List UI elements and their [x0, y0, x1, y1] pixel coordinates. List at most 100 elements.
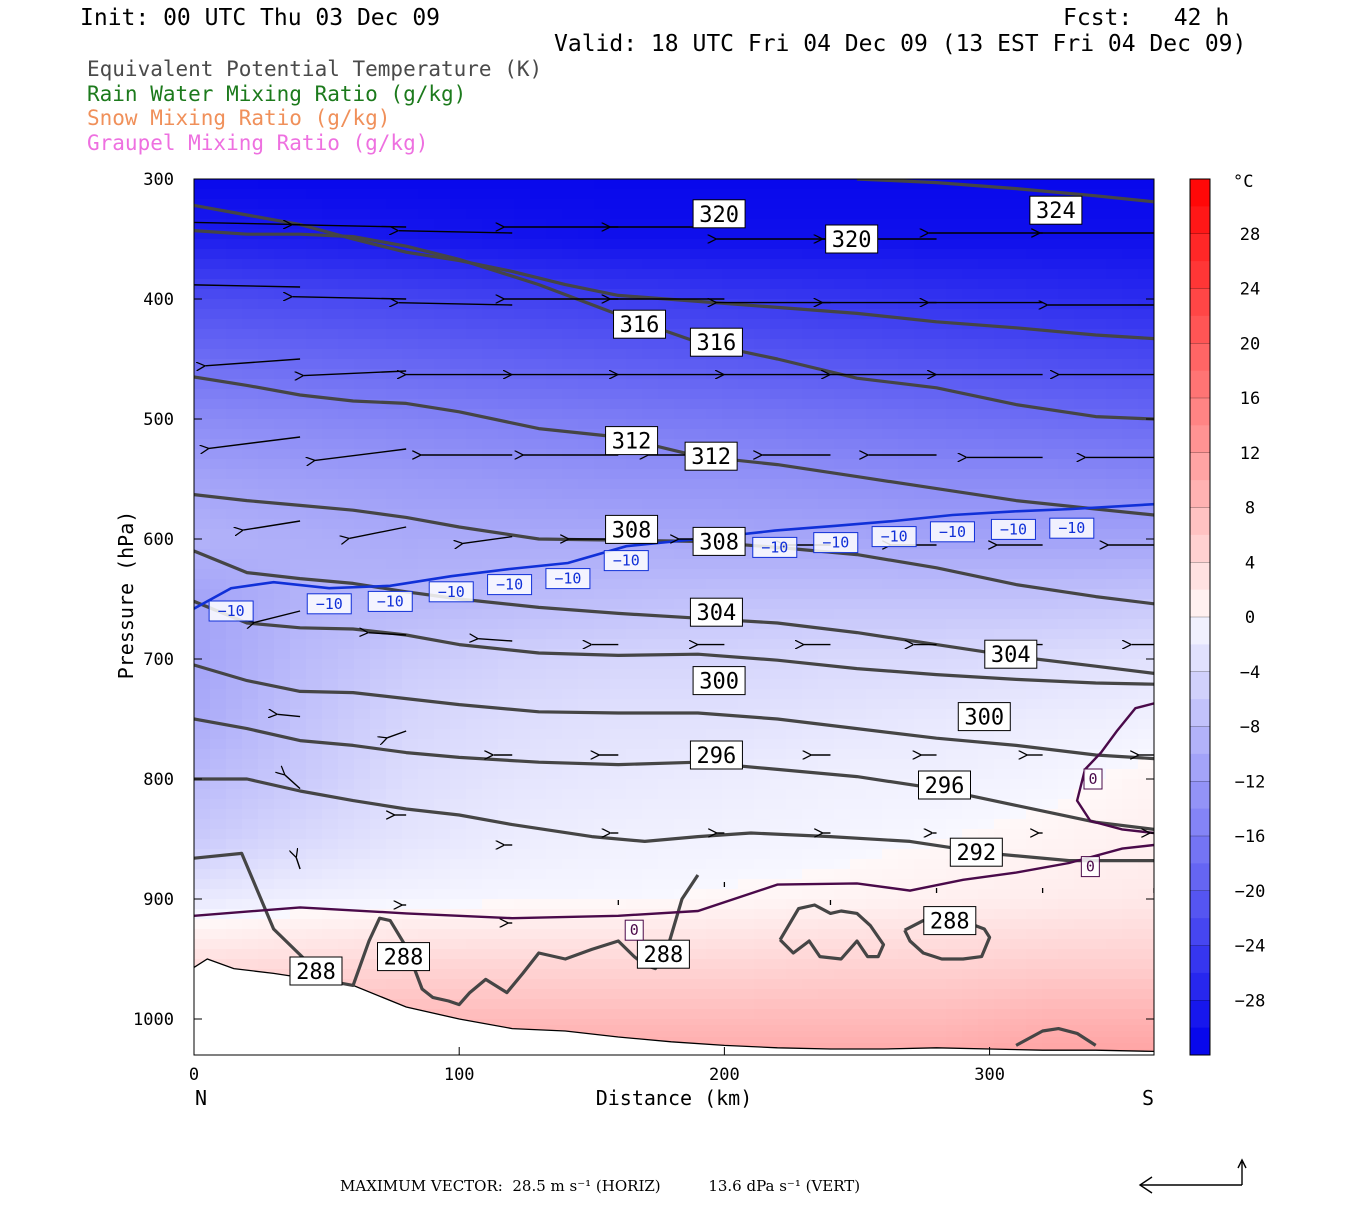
temperature-shade-cell [338, 509, 355, 520]
temperature-shade-cell [322, 529, 339, 540]
temperature-shade-cell [1138, 709, 1154, 720]
temperature-shade-cell [594, 979, 611, 990]
temperature-shade-cell [530, 749, 547, 760]
temperature-shade-cell [610, 349, 627, 360]
temperature-shade-cell [482, 249, 499, 260]
temperature-shade-cell [610, 539, 627, 550]
temperature-shade-cell [418, 469, 435, 480]
temperature-shade-cell [562, 879, 579, 890]
temperature-shade-cell [594, 179, 611, 190]
temperature-shade-cell [1106, 219, 1123, 230]
temperature-shade-cell [1090, 309, 1107, 320]
temperature-shade-cell [1026, 499, 1043, 510]
temperature-shade-cell [1106, 849, 1123, 860]
temperature-shade-cell [786, 969, 803, 980]
temperature-shade-cell [226, 409, 243, 420]
temperature-shade-cell [866, 259, 883, 270]
temperature-shade-cell [1106, 409, 1123, 420]
temperature-shade-cell [274, 799, 291, 810]
temperature-shade-cell [434, 919, 451, 930]
temperature-shade-cell [706, 849, 723, 860]
temperature-shade-cell [642, 299, 659, 310]
temperature-shade-cell [370, 549, 387, 560]
temperature-shade-cell [978, 989, 995, 1000]
temperature-shade-cell [1010, 829, 1027, 840]
temperature-shade-cell [818, 289, 835, 300]
temperature-shade-cell [818, 999, 835, 1010]
temperature-shade-cell [562, 799, 579, 810]
temperature-shade-cell [658, 609, 675, 620]
temperature-shade-cell [594, 329, 611, 340]
temperature-shade-cell [946, 759, 963, 770]
temperature-shade-cell [258, 359, 275, 370]
temperature-shade-cell [306, 739, 323, 750]
temperature-shade-cell [594, 999, 611, 1010]
temperature-shade-cell [418, 979, 435, 990]
temperature-shade-cell [498, 409, 515, 420]
temperature-shade-cell [1042, 859, 1059, 870]
temperature-shade-cell [226, 399, 243, 410]
temperature-shade-cell [402, 779, 419, 790]
temperature-shade-cell [1090, 739, 1107, 750]
temperature-shade-cell [290, 419, 307, 430]
temperature-shade-cell [818, 859, 835, 870]
temperature-shade-cell [290, 179, 307, 190]
temperature-shade-cell [674, 599, 691, 610]
temperature-shade-cell [690, 729, 707, 740]
temperature-shade-cell [594, 789, 611, 800]
temperature-shade-cell [1090, 429, 1107, 440]
temperature-shade-cell [1010, 239, 1027, 250]
temperature-shade-cell [626, 999, 643, 1010]
temperature-shade-cell [1090, 829, 1107, 840]
temperature-shade-cell [1042, 309, 1059, 320]
temperature-shade-cell [290, 209, 307, 220]
temperature-shade-cell [194, 749, 211, 760]
temperature-shade-cell [1058, 549, 1075, 560]
temperature-shade-cell [994, 359, 1011, 370]
temperature-shade-cell [1138, 179, 1154, 190]
temperature-shade-cell [690, 569, 707, 580]
temperature-shade-cell [1138, 229, 1154, 240]
temperature-shade-cell [946, 449, 963, 460]
temperature-shade-cell [194, 399, 211, 410]
temperature-shade-cell [898, 659, 915, 670]
temperature-shade-cell [642, 929, 659, 940]
temperature-shade-cell [562, 189, 579, 200]
temperature-shade-cell [706, 359, 723, 370]
temperature-shade-cell [978, 869, 995, 880]
temperature-shade-cell [882, 429, 899, 440]
temperature-shade-cell [290, 549, 307, 560]
temperature-shade-cell [610, 299, 627, 310]
temperature-shade-cell [1106, 179, 1123, 190]
temperature-shade-cell [1042, 399, 1059, 410]
temperature-shade-cell [1106, 479, 1123, 490]
temperature-shade-cell [466, 859, 483, 870]
temperature-shade-cell [658, 279, 675, 290]
temperature-shade-cell [978, 389, 995, 400]
temperature-shade-cell [802, 299, 819, 310]
temperature-shade-cell [290, 829, 307, 840]
temperature-shade-cell [546, 239, 563, 250]
temperature-shade-cell [306, 749, 323, 760]
temperature-shade-cell [1090, 689, 1107, 700]
temperature-shade-cell [850, 529, 867, 540]
temperature-shade-cell [242, 269, 259, 280]
temperature-shade-cell [866, 399, 883, 410]
temperature-shade-cell [674, 619, 691, 630]
temperature-shade-cell [1010, 779, 1027, 790]
temperature-shade-cell [482, 539, 499, 550]
temperature-shade-cell [770, 409, 787, 420]
temperature-shade-cell [754, 989, 771, 1000]
temperature-shade-cell [930, 269, 947, 280]
temperature-shade-cell [626, 359, 643, 370]
temperature-shade-cell [434, 429, 451, 440]
temperature-shade-cell [866, 469, 883, 480]
temperature-shade-cell [322, 569, 339, 580]
temperature-shade-cell [818, 339, 835, 350]
temperature-shade-cell [1026, 239, 1043, 250]
temperature-shade-cell [338, 879, 355, 890]
temperature-shade-cell [530, 229, 547, 240]
temperature-shade-cell [802, 769, 819, 780]
temperature-shade-cell [466, 809, 483, 820]
temperature-shade-cell [658, 639, 675, 650]
